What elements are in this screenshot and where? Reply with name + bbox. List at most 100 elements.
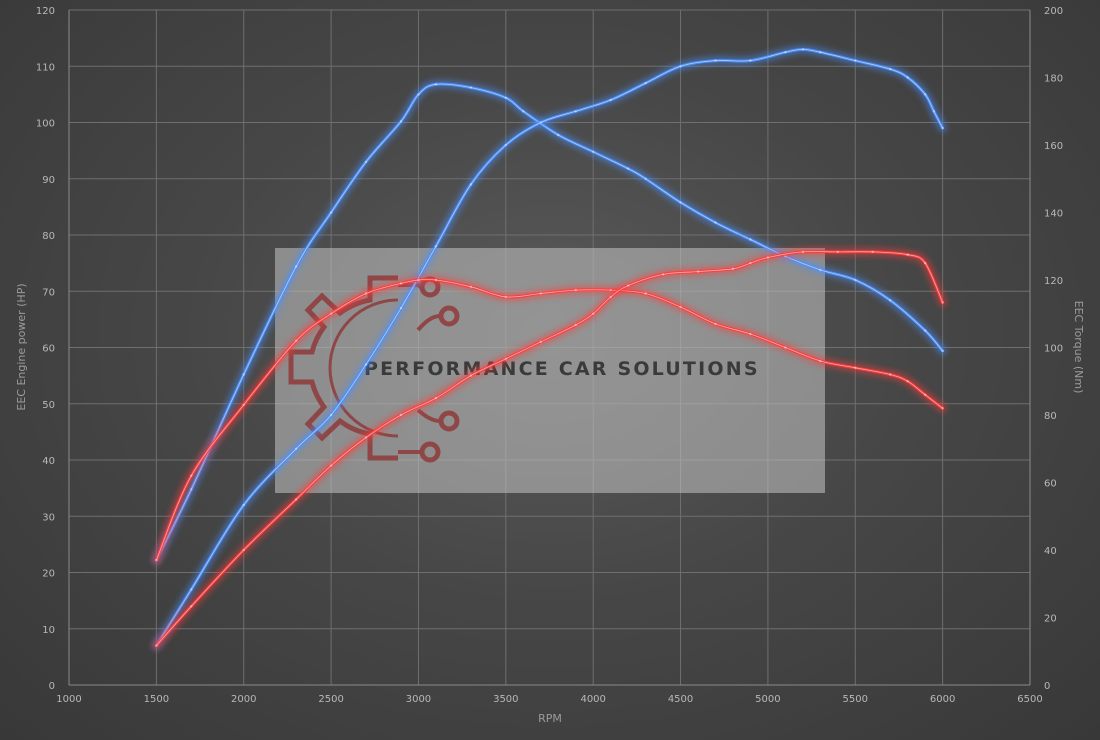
data-point <box>644 81 647 85</box>
x-axis-title: RPM <box>538 712 562 725</box>
data-point <box>749 261 752 265</box>
data-point <box>941 407 944 410</box>
data-point <box>924 329 927 332</box>
y2-tick-label: 60 <box>1044 479 1057 490</box>
data-point <box>801 250 805 254</box>
data-point <box>190 588 193 591</box>
x-tick-label: 6000 <box>930 694 955 705</box>
x-tick-label: 6500 <box>1017 694 1042 705</box>
data-point <box>364 292 368 295</box>
data-point <box>539 340 542 344</box>
data-point <box>417 278 420 282</box>
y-tick-label: 70 <box>42 287 55 298</box>
y2-tick-label: 160 <box>1044 141 1063 152</box>
series-line-4 <box>151 246 948 651</box>
data-point <box>434 83 438 86</box>
data-point <box>889 373 892 376</box>
y-tick-label: 90 <box>42 175 55 186</box>
plot-frame <box>68 10 1031 686</box>
data-point <box>836 250 839 254</box>
data-point <box>539 292 542 295</box>
x-tick-label: 4000 <box>580 694 605 705</box>
data-point <box>294 447 298 450</box>
data-point <box>784 51 787 54</box>
data-point <box>609 98 612 102</box>
data-point <box>294 265 298 268</box>
x-tick-label: 1000 <box>56 694 81 705</box>
data-point <box>714 59 717 62</box>
data-point <box>155 558 158 562</box>
data-point <box>190 605 193 608</box>
data-point <box>941 301 944 304</box>
data-point <box>190 474 193 477</box>
series-highlight <box>156 278 943 561</box>
watermark-text: PERFORMANCE CAR SOLUTIONS <box>364 358 760 380</box>
data-point <box>749 59 752 62</box>
y-tick-label: 60 <box>42 344 55 355</box>
data-point <box>190 488 193 491</box>
y-tick-label: 80 <box>42 231 55 242</box>
x-tick-label: 3000 <box>406 694 431 705</box>
data-point <box>364 436 368 439</box>
data-point <box>504 143 507 147</box>
data-point <box>155 644 158 647</box>
data-point <box>749 332 752 336</box>
x-tick-label: 5000 <box>755 694 780 705</box>
data-point <box>574 288 577 292</box>
data-point <box>329 464 333 467</box>
data-point <box>714 221 717 224</box>
data-point <box>889 67 892 71</box>
data-point <box>679 305 682 309</box>
series-group <box>151 44 948 651</box>
data-point <box>522 110 525 113</box>
data-point <box>329 312 333 315</box>
data-point <box>557 133 560 137</box>
data-point <box>592 150 595 153</box>
data-point <box>469 183 473 186</box>
data-point <box>364 363 368 366</box>
data-point <box>294 498 298 501</box>
data-point <box>932 110 936 113</box>
data-point <box>801 48 805 51</box>
data-point <box>626 167 630 170</box>
y-tick-label: 30 <box>42 512 55 523</box>
data-point <box>434 396 438 400</box>
data-point <box>644 177 647 180</box>
data-point <box>399 413 403 417</box>
y-tick-label: 40 <box>42 456 55 467</box>
data-point <box>714 322 717 326</box>
data-point <box>661 273 665 276</box>
y2-tick-label: 40 <box>1044 546 1057 557</box>
y2-axis-title: EEC Torque (Nm) <box>1072 301 1085 394</box>
data-point <box>784 346 787 349</box>
data-point <box>696 270 700 273</box>
data-point <box>574 110 577 113</box>
data-point <box>242 403 245 407</box>
data-point <box>574 323 577 327</box>
series-line-2 <box>151 44 948 651</box>
data-point <box>592 312 595 315</box>
data-point <box>889 299 892 302</box>
data-point <box>434 245 438 248</box>
data-point <box>906 76 909 79</box>
y2-axis-ticks: 0 20 40 60 80 100 120 140 160 180 200 <box>1044 6 1063 692</box>
y2-tick-label: 100 <box>1044 344 1063 355</box>
x-axis-ticks: 1000 1500 2000 2500 3000 3500 4000 4500 5000 5500… <box>56 694 1042 705</box>
data-point <box>766 256 770 259</box>
y2-tick-label: 20 <box>1044 614 1057 625</box>
data-point <box>679 65 682 68</box>
data-point <box>906 380 909 383</box>
data-point <box>819 51 822 54</box>
y-axis-title: EEC Engine power (HP) <box>15 283 28 410</box>
y-tick-label: 100 <box>36 119 55 130</box>
data-point <box>539 121 542 124</box>
data-point <box>364 160 368 164</box>
y2-tick-label: 80 <box>1044 411 1057 422</box>
x-tick-label: 5500 <box>843 694 868 705</box>
series-highlight <box>156 251 943 646</box>
data-point <box>819 268 822 272</box>
data-point <box>679 201 682 204</box>
data-point <box>417 93 420 96</box>
data-point <box>242 373 245 376</box>
